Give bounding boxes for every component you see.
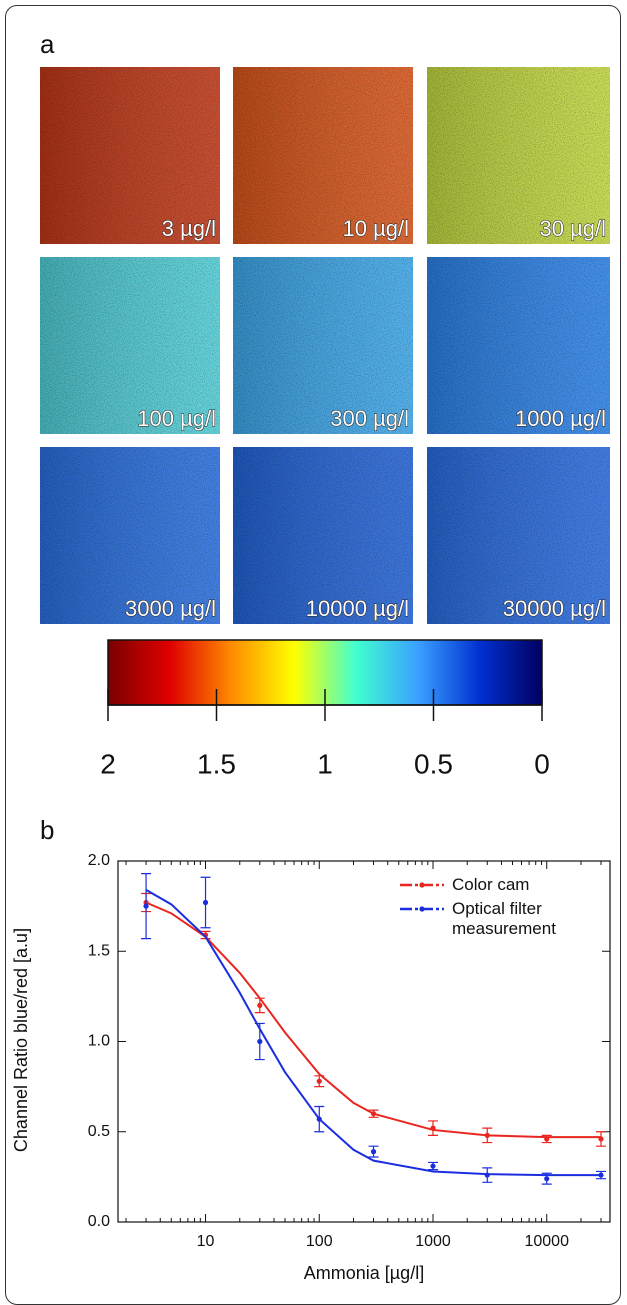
data-point (598, 1172, 604, 1178)
image-label: 1000 µg/l (515, 406, 606, 431)
image-noise (427, 257, 610, 434)
image-label: 3 µg/l (162, 216, 216, 241)
data-point (430, 1163, 436, 1169)
image-label: 300 µg/l (330, 406, 409, 431)
colorbar-tick-label: 0.5 (414, 748, 453, 779)
data-point (316, 1078, 322, 1084)
data-point (316, 1116, 322, 1122)
y-tick-label: 1.5 (88, 942, 110, 959)
x-axis-label: Ammonia [µg/l] (304, 1263, 424, 1283)
image-label: 3000 µg/l (125, 596, 216, 621)
y-tick-label: 0.5 (88, 1123, 110, 1140)
legend-marker (419, 906, 425, 912)
panel-label: a (40, 29, 55, 59)
image-noise (233, 67, 413, 244)
colorbar-tick-label: 1.5 (197, 748, 236, 779)
image-noise (40, 447, 220, 624)
data-point (484, 1172, 490, 1178)
data-point (544, 1136, 550, 1142)
panel-label: b (40, 815, 54, 845)
x-tick-label: 1000 (415, 1233, 451, 1250)
image-noise (427, 67, 610, 244)
data-point (370, 1149, 377, 1155)
data-point (143, 903, 149, 909)
colorbar-tick-label: 0 (534, 748, 550, 779)
x-tick-label: 10000 (524, 1233, 569, 1250)
data-point (484, 1132, 490, 1138)
y-tick-label: 1.0 (88, 1033, 110, 1050)
x-tick-label: 10 (197, 1233, 215, 1250)
colorbar-tick-label: 1 (317, 748, 333, 779)
image-label: 30 µg/l (540, 216, 607, 241)
data-point (257, 1038, 263, 1045)
data-point (544, 1176, 550, 1182)
data-point (202, 899, 209, 906)
image-label: 100 µg/l (137, 406, 216, 431)
y-axis-label: Channel Ratio blue/red [a.u] (11, 928, 31, 1152)
legend-label: Color cam (452, 875, 530, 894)
image-label: 10 µg/l (343, 216, 410, 241)
image-label: 10000 µg/l (306, 596, 409, 621)
legend-label: Optical filter measurement (452, 899, 556, 938)
image-noise (233, 257, 413, 434)
y-tick-label: 0.0 (88, 1213, 110, 1230)
data-point (257, 1002, 263, 1009)
y-tick-label: 2.0 (88, 852, 110, 869)
image-label: 30000 µg/l (503, 596, 606, 621)
image-noise (40, 257, 220, 434)
image-noise (427, 447, 610, 624)
colorbar-tick-label: 2 (100, 748, 116, 779)
data-point (430, 1125, 436, 1131)
data-point (370, 1111, 377, 1117)
x-tick-label: 100 (306, 1233, 333, 1250)
image-noise (40, 67, 220, 244)
data-point (598, 1136, 604, 1142)
image-noise (233, 447, 413, 624)
legend-marker (419, 882, 425, 888)
